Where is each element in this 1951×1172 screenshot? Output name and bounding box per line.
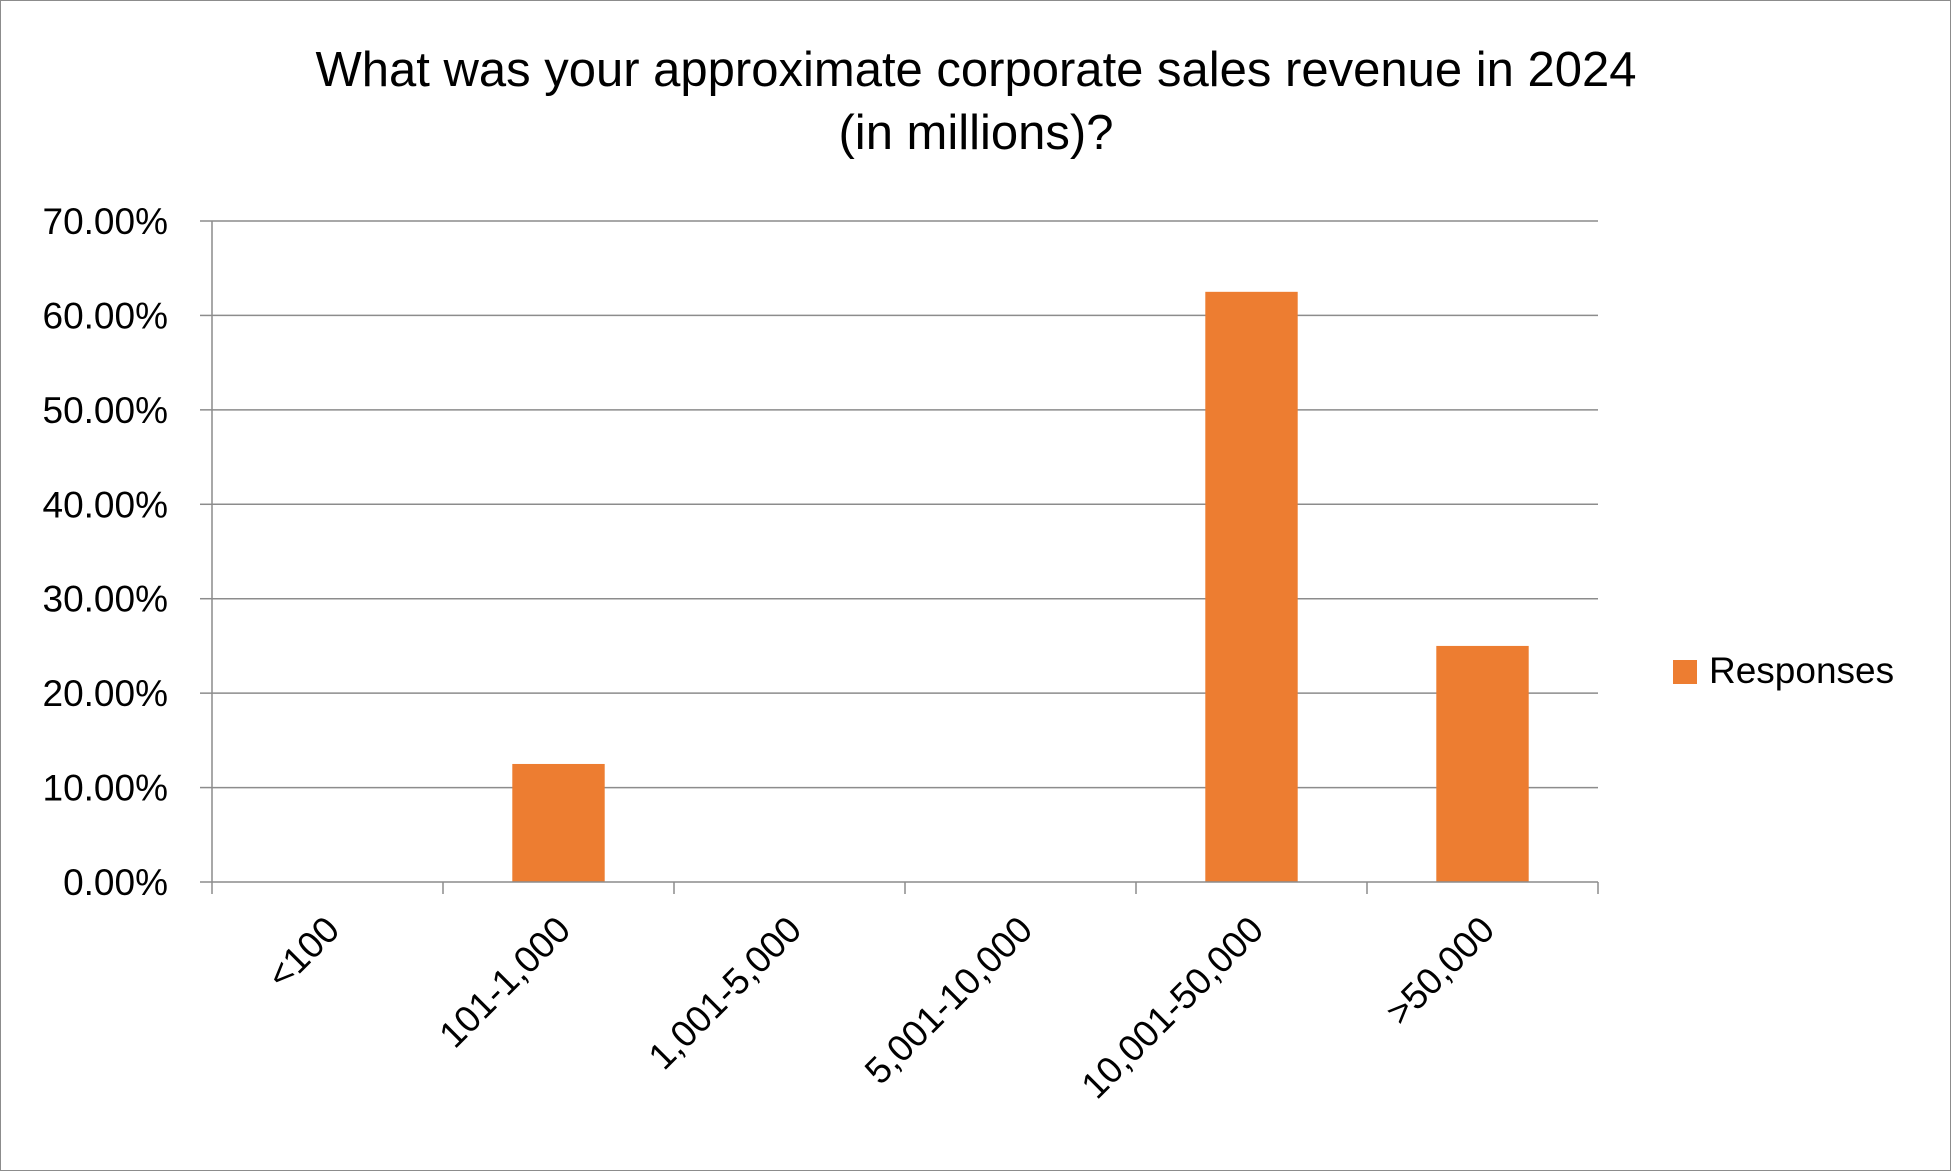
legend-label: Responses [1709,650,1894,691]
x-tick-label: <100 [259,909,347,997]
x-tick-label: 1,001-5,000 [641,909,810,1078]
x-tick-label: >50,000 [1378,909,1502,1033]
y-axis-tick-labels: 0.00% 10.00% 20.00% 30.00% 40.00% 50.00% 60.00… [43,201,169,903]
y-tick-label: 30.00% [43,579,169,620]
x-tick-label: 10,001-50,000 [1073,909,1271,1107]
y-tick-label: 70.00% [43,201,169,242]
bars [512,291,1529,883]
y-tick-label: 40.00% [43,484,169,525]
bar [512,763,605,882]
x-tick-label: 5,001-10,000 [857,909,1040,1092]
y-tick-label: 50.00% [43,390,169,431]
y-tick-label: 0.00% [63,862,168,903]
chart-title-line-2: (in millions)? [838,106,1113,160]
x-tick-label: 101-1,000 [431,909,578,1056]
bar [1436,645,1529,882]
legend-swatch [1673,660,1697,684]
y-tick-label: 20.00% [43,673,169,714]
x-axis-tick-labels: <100 101-1,000 1,001-5,000 5,001-10,000 10,0… [259,909,1502,1107]
bar [1205,291,1298,883]
gridlines [212,220,1598,789]
chart-title-line-1: What was your approximate corporate sale… [316,43,1637,97]
legend: Responses [1673,650,1894,691]
y-tick-label: 60.00% [43,295,169,336]
axes [200,220,1599,894]
y-tick-label: 10.00% [43,768,169,809]
